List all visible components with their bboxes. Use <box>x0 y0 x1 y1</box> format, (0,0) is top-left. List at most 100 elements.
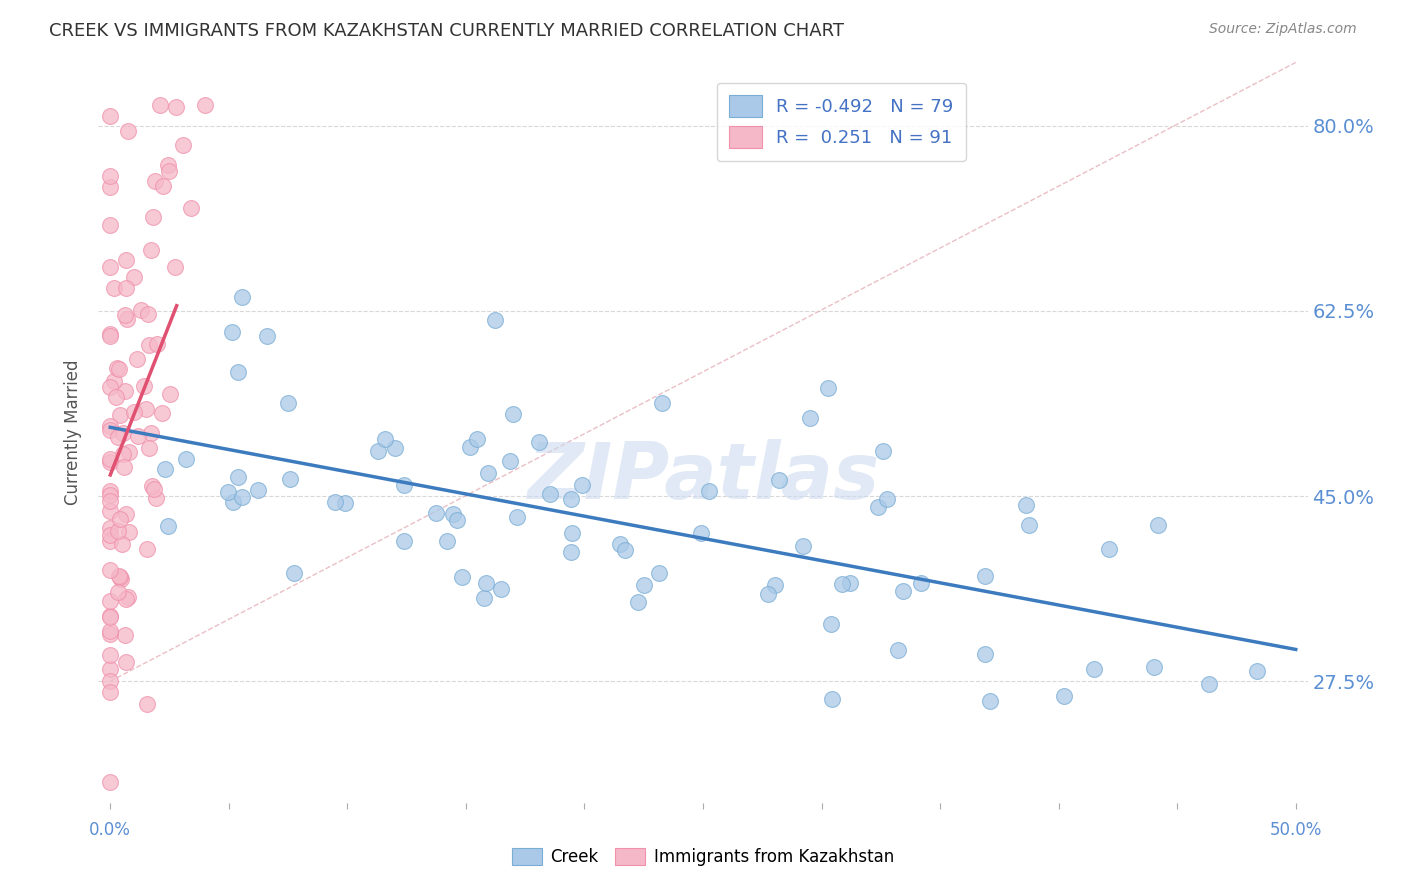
Point <box>226 365 249 379</box>
Point <box>110 572 132 586</box>
Point <box>820 617 842 632</box>
Point <box>166 100 188 114</box>
Point <box>425 506 447 520</box>
Point <box>111 447 134 461</box>
Point <box>105 361 128 376</box>
Point <box>98 527 121 541</box>
Text: 50.0%: 50.0% <box>1270 822 1322 839</box>
Point <box>114 628 136 642</box>
Y-axis label: Currently Married: Currently Married <box>65 359 83 506</box>
Point <box>484 312 506 326</box>
Point <box>1018 518 1040 533</box>
Point <box>477 466 499 480</box>
Point <box>247 483 270 497</box>
Point <box>136 307 159 321</box>
Point <box>159 386 181 401</box>
Point <box>392 478 415 492</box>
Point <box>689 526 711 541</box>
Legend: R = -0.492   N = 79, R =  0.251   N = 91: R = -0.492 N = 79, R = 0.251 N = 91 <box>717 83 966 161</box>
Point <box>799 410 821 425</box>
Point <box>763 578 786 592</box>
Point <box>98 610 121 624</box>
Point <box>98 169 121 183</box>
Point <box>172 138 194 153</box>
Point <box>384 441 406 455</box>
Point <box>98 218 121 232</box>
Text: 0.0%: 0.0% <box>90 822 131 839</box>
Point <box>756 587 779 601</box>
Point <box>1147 517 1170 532</box>
Point <box>866 500 889 514</box>
Point <box>98 488 121 502</box>
Point <box>283 566 305 581</box>
Point <box>651 396 673 410</box>
Point <box>1083 662 1105 676</box>
Point <box>98 627 121 641</box>
Point <box>98 564 121 578</box>
Point <box>910 576 932 591</box>
Point <box>135 401 157 416</box>
Point <box>129 303 152 318</box>
Point <box>115 253 138 268</box>
Point <box>150 405 173 419</box>
Point <box>157 163 180 178</box>
Point <box>333 495 356 509</box>
Point <box>891 584 914 599</box>
Point <box>436 533 458 548</box>
Point <box>98 108 121 122</box>
Point <box>132 378 155 392</box>
Point <box>138 337 160 351</box>
Point <box>98 774 121 789</box>
Point <box>872 443 894 458</box>
Point <box>115 592 138 607</box>
Point <box>143 174 166 188</box>
Point <box>979 694 1001 708</box>
Point <box>98 494 121 508</box>
Point <box>98 504 121 518</box>
Point <box>458 441 481 455</box>
Point <box>256 329 278 343</box>
Point <box>561 525 583 540</box>
Point <box>98 455 121 469</box>
Point <box>221 325 243 339</box>
Point <box>124 269 146 284</box>
Point <box>98 180 121 194</box>
Point <box>560 544 582 558</box>
Point <box>839 575 862 590</box>
Point <box>98 673 121 688</box>
Point <box>1198 676 1220 690</box>
Point <box>1143 660 1166 674</box>
Point <box>165 260 187 274</box>
Point <box>117 124 139 138</box>
Point <box>973 647 995 661</box>
Point <box>222 495 245 509</box>
Point <box>821 691 844 706</box>
Point <box>609 537 631 551</box>
Point <box>613 543 636 558</box>
Point <box>103 374 125 388</box>
Point <box>104 390 127 404</box>
Point <box>142 210 165 224</box>
Point <box>98 624 121 639</box>
Point <box>472 591 495 605</box>
Point <box>98 483 121 498</box>
Point <box>648 566 671 581</box>
Point <box>228 470 250 484</box>
Point <box>1015 499 1038 513</box>
Text: Source: ZipAtlas.com: Source: ZipAtlas.com <box>1209 22 1357 37</box>
Point <box>114 308 136 322</box>
Point <box>792 539 814 553</box>
Point <box>107 362 129 376</box>
Point <box>697 483 720 498</box>
Point <box>115 311 138 326</box>
Point <box>153 462 176 476</box>
Point <box>1053 689 1076 703</box>
Point <box>98 260 121 274</box>
Point <box>527 434 550 449</box>
Point <box>502 407 524 421</box>
Point <box>538 487 561 501</box>
Point <box>560 491 582 506</box>
Point <box>475 575 498 590</box>
Point <box>367 444 389 458</box>
Point <box>114 384 136 398</box>
